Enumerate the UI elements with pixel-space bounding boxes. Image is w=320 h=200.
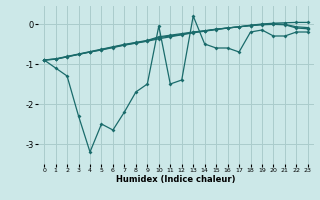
X-axis label: Humidex (Indice chaleur): Humidex (Indice chaleur): [116, 175, 236, 184]
